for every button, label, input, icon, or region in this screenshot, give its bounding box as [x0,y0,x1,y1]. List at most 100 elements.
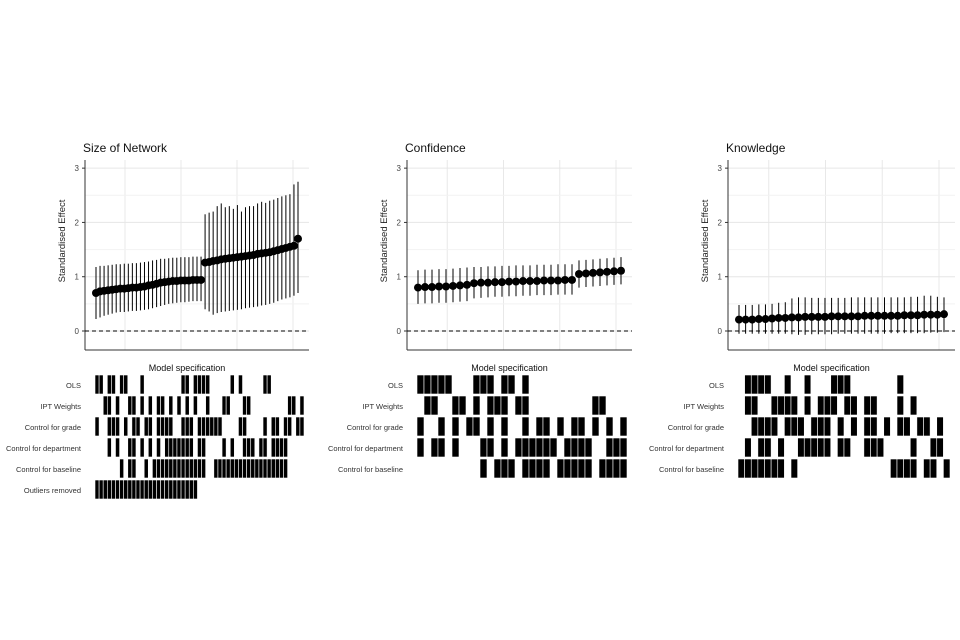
effect-estimate-point [603,267,611,276]
spec-tile [242,437,247,458]
spec-tile [843,395,851,416]
effect-estimate-point [540,276,548,285]
spec-tile [213,458,219,479]
spec-tile [184,437,190,458]
spec-tile [416,374,425,395]
spec-tile [299,416,305,437]
effect-estimate-point [554,276,562,285]
spec-tile [744,395,752,416]
spec-tile [139,437,145,458]
spec-tile [106,437,112,458]
spec-tile [184,374,190,395]
spec-tile [584,458,593,479]
effect-estimate-point [906,311,915,320]
spec-tile [102,395,108,416]
spec-tile [188,458,194,479]
effect-estimate-point [887,311,896,320]
effect-estimate-point [547,276,555,285]
spec-tile [283,416,288,437]
spec-tile [598,395,607,416]
effect-estimate-point [582,269,590,278]
spec-tile [139,395,145,416]
spec-tile [119,374,124,395]
spec-tile [584,437,593,458]
spec-tile [535,437,544,458]
spec-tile [790,395,798,416]
spec-tile [563,458,572,479]
spec-tile [250,458,256,479]
spec-tile [577,416,586,437]
spec-tile [213,416,219,437]
spec-tile [444,374,453,395]
spec-tile [131,416,137,437]
y-tick-label: 2 [397,218,402,227]
model-specification-label: Model specification [149,363,226,373]
spec-tile [605,416,614,437]
spec-tile [193,374,198,395]
spec-tile [598,458,607,479]
spec-tile [770,395,779,416]
spec-tile [201,374,206,395]
spec-tile [275,416,280,437]
spec-tile [619,458,628,479]
effect-estimate-point [834,312,843,321]
effect-estimate-point [498,278,506,287]
spec-tile [577,437,586,458]
spec-tile [106,374,112,395]
spec-tile [777,458,785,479]
y-tick-label: 2 [75,218,80,227]
effect-estimate-point [774,313,783,322]
y-tick-label: 1 [75,273,80,282]
spec-tile [123,374,129,395]
spec-tile [757,416,765,437]
spec-tile [299,395,305,416]
spec-tile [863,416,871,437]
y-tick-label: 2 [718,218,723,227]
effect-estimate-point [589,268,597,277]
spec-tile [843,374,851,395]
spec-tile [176,479,182,500]
spec-tile [514,395,523,416]
spec-tile [279,458,284,479]
effect-estimate-point [867,311,876,320]
spec-tile [619,437,628,458]
y-tick-label: 3 [75,164,80,173]
spec-tile [479,374,488,395]
spec-tile [225,395,231,416]
spec-tile [870,437,878,458]
spec-tile [744,374,752,395]
effect-estimate-point [940,310,948,319]
spec-tile [909,395,918,416]
spec-row-label: IPT Weights [362,402,403,411]
spec-tile [472,416,481,437]
spec-tile [757,437,765,458]
spec-tile [777,395,785,416]
spec-tile [229,437,235,458]
spec-tile [147,395,153,416]
spec-row-label: OLS [66,381,81,390]
spec-tile [896,374,904,395]
spec-tile [923,416,931,437]
effect-estimate-point [568,275,576,284]
spec-tile [266,374,272,395]
spec-tile [283,437,288,458]
spec-row-label: Control for department [328,444,404,453]
spec-tile [797,416,805,437]
spec-tile [784,395,792,416]
effect-estimate-point [428,283,436,292]
effect-estimate-point [754,315,763,324]
spec-tile [929,458,938,479]
effect-estimate-point [840,312,849,321]
y-axis-label: Standardised Effect [57,199,68,282]
spec-tile [803,395,812,416]
effect-estimate-point [860,311,869,320]
spec-tile [143,479,149,500]
spec-tile [180,458,186,479]
effect-estimate-point [197,275,206,284]
spec-tile [168,479,174,500]
spec-tile [909,437,918,458]
spec-tile [291,395,297,416]
spec-tile [180,374,186,395]
